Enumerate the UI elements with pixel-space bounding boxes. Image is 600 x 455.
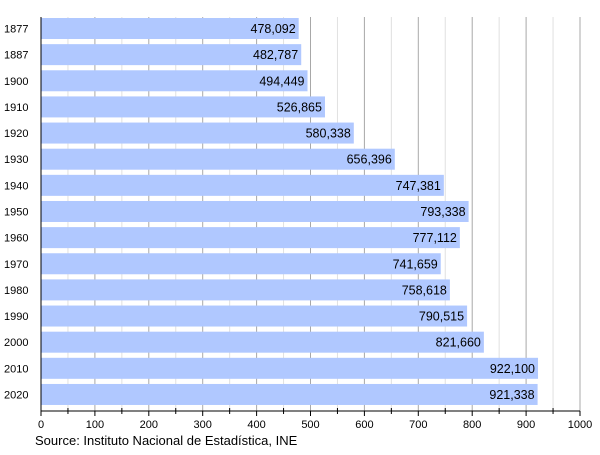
data-label-1930: 656,396 [347, 153, 392, 167]
bar-1990 [41, 305, 468, 327]
y-tick-label-1877: 1877 [4, 24, 28, 36]
x-tick-label-900: 900 [517, 419, 535, 431]
y-tick-label-2010: 2010 [4, 363, 28, 375]
y-tick-label-1950: 1950 [4, 206, 28, 218]
x-tick-label-600: 600 [355, 419, 373, 431]
bar-1970 [41, 253, 441, 275]
y-tick-label-1910: 1910 [4, 102, 28, 114]
bar-1940 [41, 174, 444, 196]
data-label-1887: 482,787 [253, 48, 298, 62]
y-tick-label-1980: 1980 [4, 285, 28, 297]
x-tick-label-100: 100 [86, 419, 104, 431]
y-tick-label-1970: 1970 [4, 259, 28, 271]
x-tick-label-200: 200 [140, 419, 158, 431]
y-tick-label-2020: 2020 [4, 389, 28, 401]
x-tick-label-800: 800 [463, 419, 481, 431]
bar-2020 [41, 383, 538, 405]
x-tick-label-1000: 1000 [568, 419, 592, 431]
source-note: Source: Instituto Nacional de Estadístic… [35, 433, 298, 448]
bar-1930 [41, 148, 395, 170]
bar-1900 [41, 70, 308, 92]
bar-1877 [41, 18, 299, 39]
x-tick-label-500: 500 [301, 419, 319, 431]
data-label-1940: 747,381 [396, 179, 441, 193]
data-label-2000: 821,660 [436, 336, 481, 350]
data-label-1980: 758,618 [402, 283, 447, 297]
data-label-1950: 793,338 [420, 205, 465, 219]
data-label-1990: 790,515 [419, 310, 464, 324]
bar-1920 [41, 122, 354, 144]
data-label-1900: 494,449 [259, 74, 304, 88]
x-tick-label-700: 700 [409, 419, 427, 431]
y-tick-label-1990: 1990 [4, 311, 28, 323]
data-label-1960: 777,112 [413, 231, 457, 245]
x-tick-label-0: 0 [38, 419, 44, 431]
data-label-1970: 741,659 [393, 257, 438, 271]
bar-2010 [41, 357, 539, 379]
bar-2000 [41, 331, 484, 353]
bars: 478,092 482,787 494,449 526,865 580,338 656,3… [41, 18, 539, 405]
bar-1960 [41, 227, 460, 249]
x-tick-label-300: 300 [194, 419, 212, 431]
y-tick-label-1930: 1930 [4, 154, 28, 166]
y-tick-label-2000: 2000 [4, 337, 28, 349]
bar-1887 [41, 44, 302, 66]
y-tick-label-1940: 1940 [4, 180, 28, 192]
bar-1980 [41, 279, 450, 301]
bar-1950 [41, 200, 469, 222]
data-label-2020: 921,338 [489, 388, 534, 402]
data-label-1877: 478,092 [251, 22, 296, 36]
data-label-1920: 580,338 [306, 127, 351, 141]
bar-1910 [41, 96, 325, 118]
y-tick-label-1920: 1920 [4, 128, 28, 140]
y-tick-label-1887: 1887 [4, 50, 28, 62]
y-tick-label-1960: 1960 [4, 233, 28, 245]
y-tick-label-1900: 1900 [4, 76, 28, 88]
data-label-2010: 922,100 [490, 362, 535, 376]
data-label-1910: 526,865 [277, 100, 322, 114]
axes: 1877 1887 1900 1910 1920 1930 1940 1950 1960 1970… [4, 17, 592, 431]
x-tick-label-400: 400 [247, 419, 265, 431]
